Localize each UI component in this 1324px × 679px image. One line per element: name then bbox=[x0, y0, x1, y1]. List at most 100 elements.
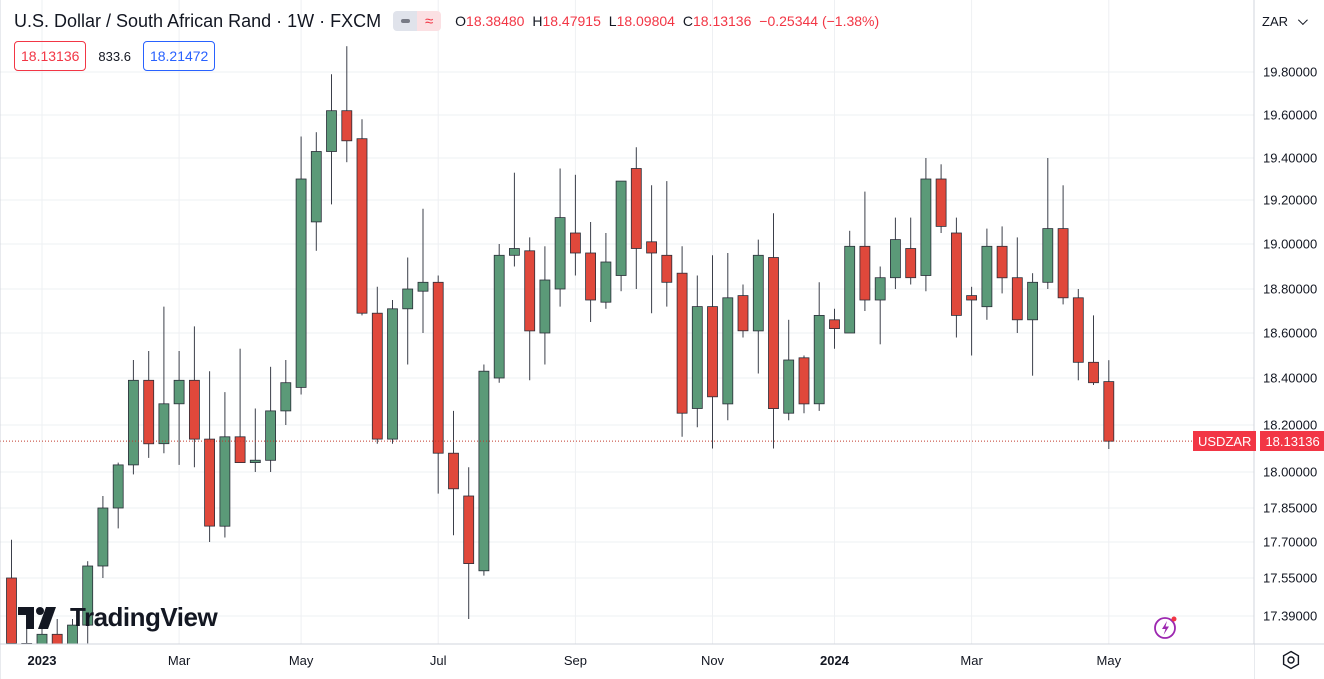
candle-body bbox=[432, 281, 444, 454]
candle-body bbox=[188, 379, 200, 440]
time-tick-label: 2024 bbox=[820, 653, 850, 668]
candle-body bbox=[1042, 228, 1054, 283]
candle-body bbox=[813, 314, 825, 405]
candle-body bbox=[478, 370, 490, 572]
price-tick-label: 19.40000 bbox=[1263, 151, 1317, 166]
candle bbox=[1072, 289, 1084, 381]
candle bbox=[219, 392, 231, 538]
candle bbox=[478, 364, 490, 576]
candle bbox=[265, 366, 277, 472]
market-status-icon bbox=[393, 11, 418, 31]
buy-button[interactable]: 18.21472 bbox=[142, 41, 216, 71]
candle-body bbox=[158, 403, 170, 445]
close-label: C bbox=[682, 13, 693, 29]
ohlc-values: O18.38480 H18.47915 L18.09804 C18.13136 … bbox=[455, 13, 879, 29]
candle bbox=[996, 226, 1008, 294]
candle bbox=[97, 496, 109, 578]
candle bbox=[951, 217, 962, 338]
candle-body bbox=[570, 232, 581, 254]
candle-body bbox=[935, 178, 947, 227]
exchange: FXCM bbox=[330, 10, 382, 31]
candle-body bbox=[539, 279, 551, 334]
candle bbox=[874, 266, 886, 345]
candle bbox=[691, 275, 703, 428]
symbol-title[interactable]: U.S. Dollar / South African Rand · 1W · … bbox=[14, 11, 381, 32]
candle-body bbox=[127, 379, 139, 466]
candle bbox=[707, 255, 718, 449]
candle-body bbox=[554, 217, 566, 290]
candle-body bbox=[6, 577, 17, 644]
candle bbox=[890, 217, 901, 289]
flash-icon[interactable] bbox=[1153, 614, 1179, 640]
candle bbox=[112, 462, 124, 529]
candle-body bbox=[341, 110, 353, 142]
candle bbox=[570, 174, 581, 276]
candle-body bbox=[1103, 381, 1115, 442]
candle bbox=[646, 185, 657, 314]
candle bbox=[722, 253, 734, 421]
candle-body bbox=[1011, 277, 1023, 321]
candle bbox=[127, 360, 139, 475]
time-tick-label: Jul bbox=[430, 653, 447, 668]
price-tick-label: 19.00000 bbox=[1263, 237, 1317, 252]
candle-body bbox=[661, 254, 673, 283]
candle-body bbox=[280, 382, 292, 412]
candle bbox=[1057, 185, 1069, 305]
title-separator: · bbox=[319, 10, 331, 31]
candle bbox=[829, 308, 840, 349]
time-tick-label: Nov bbox=[701, 653, 725, 668]
candle bbox=[326, 74, 337, 205]
candle-body bbox=[97, 507, 109, 567]
price-axis[interactable] bbox=[1254, 0, 1324, 679]
candle-body bbox=[768, 257, 779, 410]
candle bbox=[844, 230, 856, 334]
candles bbox=[6, 46, 1115, 679]
candle bbox=[981, 228, 993, 320]
price-tick-label: 18.00000 bbox=[1263, 465, 1317, 480]
candle-body bbox=[112, 464, 124, 509]
candle bbox=[737, 284, 749, 338]
currency-select[interactable]: ZAR bbox=[1262, 8, 1312, 34]
candle bbox=[905, 217, 917, 285]
candle-body bbox=[707, 306, 718, 398]
candle bbox=[1011, 237, 1023, 333]
last-price-symbol: USDZAR bbox=[1193, 431, 1257, 451]
candle bbox=[585, 222, 596, 322]
tradingview-logo[interactable]: TradingView bbox=[18, 602, 218, 633]
candle-body bbox=[676, 272, 688, 414]
candle-body bbox=[600, 261, 612, 303]
price-tick-label: 19.80000 bbox=[1263, 65, 1317, 80]
candle-body bbox=[874, 277, 886, 301]
candle-body bbox=[234, 436, 246, 463]
candle-body bbox=[585, 252, 596, 301]
gear-icon[interactable] bbox=[1281, 650, 1301, 670]
candle bbox=[432, 275, 444, 494]
change-value: −0.25344 (−1.38%) bbox=[759, 13, 880, 29]
candle-body bbox=[295, 178, 307, 388]
time-tick-label: Sep bbox=[564, 653, 587, 668]
candle bbox=[341, 46, 353, 163]
data-delay-icon: ≈ bbox=[417, 11, 442, 31]
candle-body bbox=[783, 359, 795, 414]
candle bbox=[280, 360, 292, 425]
candle bbox=[310, 132, 322, 251]
candle-body bbox=[691, 306, 703, 409]
low-value: 18.09804 bbox=[616, 13, 675, 29]
candle bbox=[1027, 273, 1038, 376]
grid bbox=[0, 0, 1254, 644]
spread-value: 833.6 bbox=[98, 48, 131, 64]
candle bbox=[143, 351, 155, 458]
price-tick-label: 18.80000 bbox=[1263, 282, 1317, 297]
time-tick-label: May bbox=[289, 653, 314, 668]
price-tick-label: 19.60000 bbox=[1263, 108, 1317, 123]
candle-body bbox=[951, 232, 962, 316]
candle-body bbox=[859, 245, 871, 301]
candle-body bbox=[265, 410, 277, 461]
time-axis[interactable] bbox=[0, 644, 1254, 679]
candle bbox=[402, 257, 414, 365]
candle-body bbox=[493, 254, 505, 379]
sell-button[interactable]: 18.13136 bbox=[14, 41, 87, 71]
candle bbox=[158, 306, 170, 454]
status-pill-icon[interactable]: ≈ bbox=[393, 11, 442, 31]
